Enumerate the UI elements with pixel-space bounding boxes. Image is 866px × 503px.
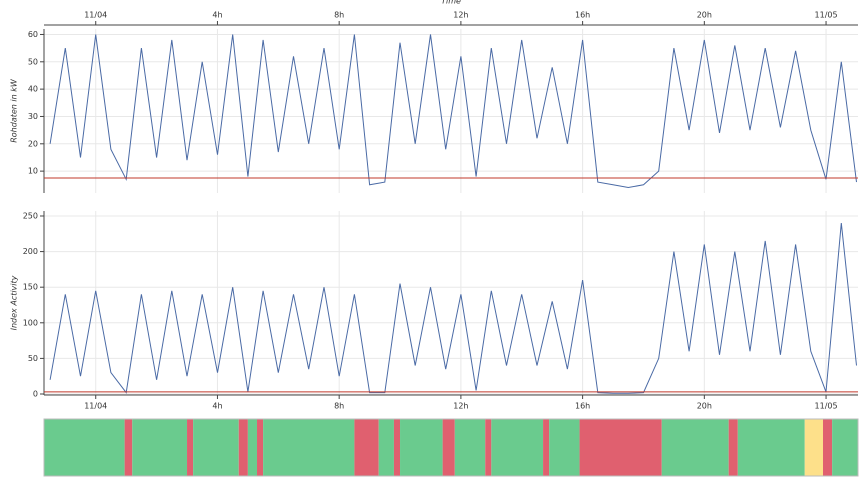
y-tick-label: 30 [28, 112, 38, 121]
y-tick-label: 50 [28, 57, 38, 66]
status-segment [124, 419, 133, 476]
y-tick-label: 40 [28, 85, 38, 94]
status-segment [393, 419, 401, 476]
x-tick-label: 11/05 [815, 11, 838, 20]
y-tick-label: 250 [23, 211, 38, 220]
status-segment [737, 419, 805, 476]
status-segment [354, 419, 379, 476]
x-tick-label: 11/05 [815, 402, 838, 411]
status-segment [263, 419, 355, 476]
status-segment [823, 419, 833, 476]
status-segment [543, 419, 550, 476]
status-segment [238, 419, 248, 476]
status-segment [247, 419, 258, 476]
data-line [49, 34, 857, 189]
x-tick-label: 20h [697, 402, 712, 411]
status-segment [832, 419, 858, 476]
y-tick-label: 60 [28, 30, 38, 39]
status-segment [257, 419, 264, 476]
x-tick-label: 12h [453, 11, 468, 20]
y-tick-label: 150 [23, 283, 38, 292]
y-tick-label: 10 [28, 167, 38, 176]
band-border [43, 418, 859, 477]
status-segment [193, 419, 239, 476]
status-segment [661, 419, 729, 476]
y-tick-label: 50 [28, 354, 38, 363]
y-tick-label: 0 [33, 390, 38, 399]
data-line [49, 223, 857, 394]
x-tick-label: 11/04 [84, 402, 107, 411]
x-tick-label: 16h [575, 402, 590, 411]
status-segment [132, 419, 188, 476]
x-tick-label: 11/04 [84, 11, 107, 20]
y-tick-label: 200 [23, 247, 38, 256]
status-segment [579, 419, 662, 476]
status-segment [728, 419, 738, 476]
y-tick-label: 20 [28, 139, 38, 148]
status-segment [491, 419, 544, 476]
status-segment [44, 419, 125, 476]
status-segment [549, 419, 580, 476]
y-tick-label: 100 [23, 318, 38, 327]
x-tick-label: 8h [334, 11, 344, 20]
y-axis-label: Rohdaten in kW [10, 78, 19, 143]
status-segment [378, 419, 394, 476]
status-segment [804, 419, 824, 476]
x-axis-label: Time [441, 0, 461, 6]
status-segment [454, 419, 486, 476]
status-segment [400, 419, 443, 476]
x-tick-label: 8h [334, 402, 344, 411]
x-tick-label: 4h [212, 11, 222, 20]
status-segment [442, 419, 455, 476]
y-axis-label: Index Activity [10, 275, 19, 330]
status-segment [187, 419, 194, 476]
status-segment [485, 419, 492, 476]
x-tick-label: 20h [697, 11, 712, 20]
x-tick-label: 16h [575, 11, 590, 20]
x-tick-label: 4h [212, 402, 222, 411]
x-tick-label: 12h [453, 402, 468, 411]
